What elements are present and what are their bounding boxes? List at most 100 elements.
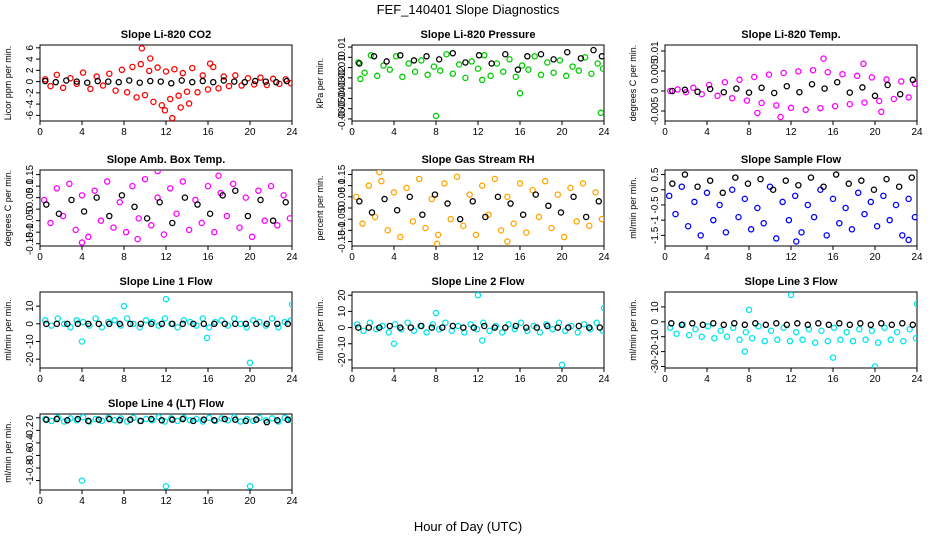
- x-tick-label: 16: [827, 374, 839, 385]
- data-point-black: [253, 416, 260, 423]
- data-point-black: [137, 417, 145, 425]
- data-point: [883, 76, 890, 83]
- data-point: [798, 229, 805, 236]
- data-point-black: [423, 53, 430, 60]
- data-point-black: [757, 175, 764, 183]
- data-point-black: [575, 322, 583, 330]
- x-tick-label: 24: [911, 374, 923, 385]
- y-tick-label: -0.01: [337, 56, 348, 79]
- data-point: [912, 334, 917, 342]
- data-point-black: [251, 77, 259, 85]
- data-point-black: [494, 193, 502, 201]
- x-tick-label: 8: [121, 252, 127, 263]
- data-point: [166, 185, 174, 192]
- chart-panel: Slope Line 3 Flow 0 4 8 12 16 20 24 -30-20-10 0 10…: [628, 276, 923, 385]
- x-tick-label: 8: [121, 496, 127, 507]
- x-tick-label: 24: [598, 252, 610, 263]
- data-point: [588, 70, 595, 78]
- data-point: [493, 60, 501, 67]
- data-point-black: [178, 77, 185, 84]
- data-point: [179, 178, 187, 185]
- data-point: [898, 78, 905, 85]
- data-point-black: [550, 56, 557, 63]
- data-point-black: [859, 84, 866, 91]
- data-point: [392, 53, 400, 60]
- y-tick-label: -10: [650, 329, 661, 344]
- data-point-black: [274, 417, 281, 424]
- data-point-black: [356, 60, 363, 67]
- y-tick-label: -20: [650, 344, 661, 359]
- data-point-black: [407, 324, 415, 331]
- data-point: [911, 213, 917, 221]
- data-point: [491, 175, 499, 183]
- y-tick-label: -10: [25, 334, 36, 349]
- data-point: [60, 418, 68, 425]
- data-point: [890, 95, 898, 103]
- data-point: [791, 192, 799, 200]
- data-point: [145, 67, 153, 75]
- data-point: [787, 292, 795, 299]
- x-tick-label: 12: [160, 374, 172, 385]
- data-point: [185, 226, 193, 234]
- data-point-black: [118, 192, 126, 199]
- data-point: [754, 204, 761, 212]
- data-point: [810, 213, 818, 221]
- data-point-black: [386, 322, 394, 330]
- data-point: [179, 69, 187, 77]
- data-point: [441, 180, 448, 187]
- chart-panel: Slope Li-820 Temp.0 4 8 12 16 20 24-0.00500.00…: [628, 29, 923, 138]
- data-point-black: [782, 177, 790, 184]
- data-point-black: [95, 320, 103, 328]
- data-point: [474, 292, 482, 299]
- data-point: [554, 191, 562, 198]
- y-tick-label: 0.15: [25, 164, 36, 184]
- x-tick-label: 0: [662, 252, 668, 263]
- data-point-black: [720, 321, 728, 329]
- data-point-black: [507, 200, 514, 207]
- data-point: [873, 222, 881, 230]
- data-point: [360, 327, 367, 335]
- data-point: [561, 327, 569, 335]
- data-point: [454, 322, 462, 330]
- panel-title: Slope Li-820 Pressure: [421, 29, 536, 41]
- data-point: [230, 315, 238, 322]
- x-tick-label: 8: [121, 374, 127, 385]
- y-axis-label: ml/min per min.: [315, 299, 325, 361]
- data-point-black: [524, 53, 531, 60]
- data-point-black: [846, 89, 854, 96]
- data-point: [758, 99, 765, 107]
- data-point-black: [577, 55, 585, 62]
- x-tick-label: 8: [433, 127, 439, 138]
- x-tick-label: 16: [827, 252, 839, 263]
- data-point: [836, 219, 843, 227]
- data-point-black: [148, 415, 155, 423]
- data-point-black: [393, 206, 401, 214]
- data-point: [721, 78, 729, 86]
- x-tick-label: 4: [79, 127, 85, 138]
- data-point: [155, 414, 162, 421]
- data-point: [436, 67, 444, 74]
- data-point: [468, 58, 475, 65]
- data-point-black: [804, 321, 812, 329]
- data-point: [281, 318, 288, 326]
- data-point-black: [470, 324, 478, 331]
- data-point-black: [439, 324, 446, 331]
- data-point-black: [241, 78, 248, 86]
- x-tick-label: 8: [433, 374, 439, 385]
- data-point: [138, 45, 146, 52]
- data-point: [142, 317, 150, 324]
- data-point: [678, 183, 686, 190]
- data-point: [517, 319, 525, 326]
- data-point: [598, 215, 604, 223]
- y-tick-label: 0: [650, 88, 661, 94]
- data-point-black: [895, 183, 903, 190]
- data-point: [429, 321, 437, 328]
- data-point: [47, 82, 54, 90]
- data-point: [261, 217, 268, 224]
- data-point-black: [179, 320, 187, 328]
- data-point: [399, 73, 406, 81]
- data-points: [42, 45, 292, 121]
- data-point: [453, 173, 461, 180]
- data-point-black: [596, 324, 604, 331]
- data-point: [410, 327, 418, 335]
